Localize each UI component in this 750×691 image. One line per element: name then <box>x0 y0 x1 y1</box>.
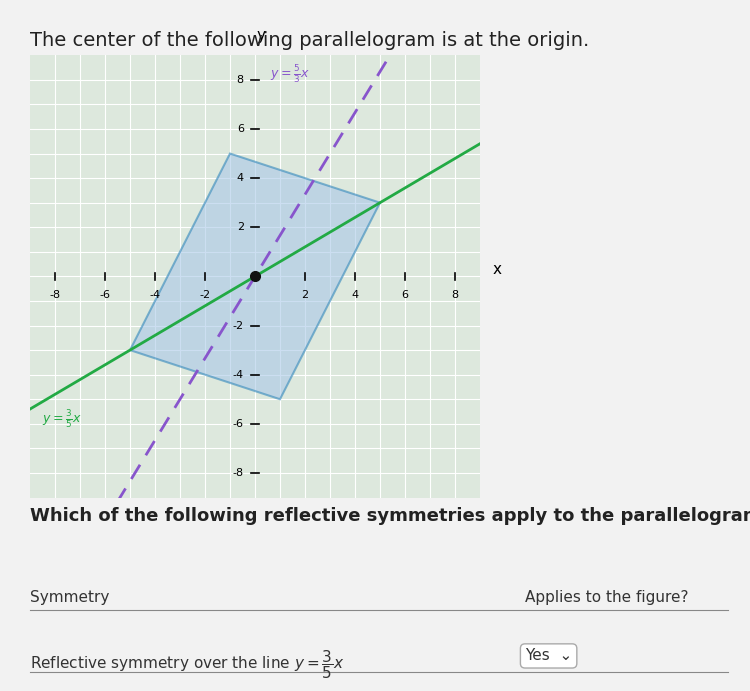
Text: 6: 6 <box>401 290 409 300</box>
Text: -6: -6 <box>100 290 110 300</box>
Text: Reflective symmetry over the line $y = \dfrac{3}{5}x$: Reflective symmetry over the line $y = \… <box>30 648 344 681</box>
Text: -8: -8 <box>232 468 244 478</box>
Text: -4: -4 <box>232 370 244 379</box>
Text: 4: 4 <box>352 290 358 300</box>
Text: -4: -4 <box>149 290 160 300</box>
Text: 6: 6 <box>237 124 244 134</box>
Text: The center of the following parallelogram is at the origin.: The center of the following parallelogra… <box>30 31 590 50</box>
Text: Symmetry: Symmetry <box>30 590 109 605</box>
Text: $y = \frac{3}{5}x$: $y = \frac{3}{5}x$ <box>43 408 82 430</box>
Text: 8: 8 <box>237 75 244 85</box>
Text: Which of the following reflective symmetries apply to the parallelogram?: Which of the following reflective symmet… <box>30 507 750 525</box>
Text: -8: -8 <box>50 290 61 300</box>
Text: 2: 2 <box>302 290 308 300</box>
Text: -2: -2 <box>232 321 244 330</box>
Text: 4: 4 <box>237 173 244 183</box>
Text: y: y <box>256 28 265 43</box>
Text: x: x <box>493 261 502 276</box>
Text: 8: 8 <box>452 290 458 300</box>
Text: $y = \frac{5}{3}x$: $y = \frac{5}{3}x$ <box>270 63 310 84</box>
Polygon shape <box>130 153 380 399</box>
Text: 2: 2 <box>237 223 244 232</box>
Text: Yes  ⌄: Yes ⌄ <box>525 648 572 663</box>
Text: -2: -2 <box>200 290 211 300</box>
Text: -6: -6 <box>232 419 244 429</box>
Text: Applies to the figure?: Applies to the figure? <box>525 590 688 605</box>
